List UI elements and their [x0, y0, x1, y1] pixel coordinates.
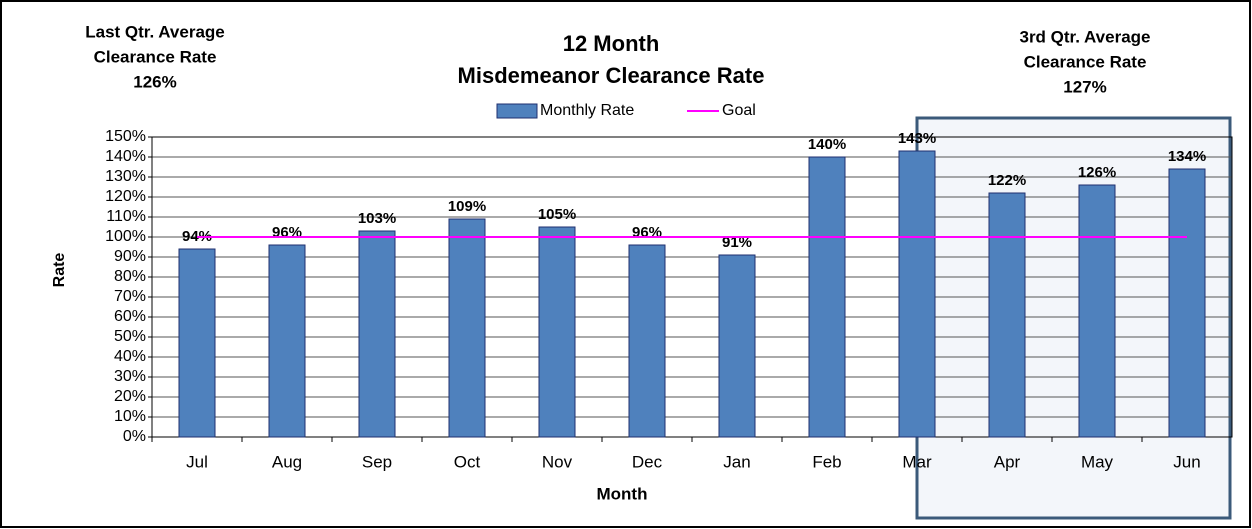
x-axis-label: Month — [597, 484, 648, 503]
data-label: 96% — [632, 224, 662, 241]
data-label: 122% — [988, 172, 1026, 189]
bar — [178, 248, 216, 438]
x-tick-label: Dec — [632, 452, 663, 471]
y-tick-label: 0% — [123, 428, 146, 445]
x-tick-label: Aug — [272, 452, 302, 471]
y-tick-label: 150% — [105, 128, 146, 145]
legend-swatch — [496, 103, 538, 119]
annotation: Clearance Rate — [94, 47, 217, 66]
y-tick-label: 120% — [105, 188, 146, 205]
bar — [538, 226, 576, 438]
y-tick-label: 80% — [114, 268, 146, 285]
x-tick-label: Oct — [454, 452, 481, 471]
data-label: 105% — [538, 206, 576, 223]
y-tick-label: 90% — [114, 248, 146, 265]
y-tick-label: 140% — [105, 148, 146, 165]
data-label: 140% — [808, 136, 846, 153]
y-tick-label: 70% — [114, 288, 146, 305]
bar — [718, 254, 756, 438]
bar — [988, 192, 1026, 438]
x-tick-label: Nov — [542, 452, 573, 471]
bar — [1168, 168, 1206, 438]
data-label: 91% — [722, 234, 752, 251]
annotation: 127% — [1063, 77, 1106, 96]
chart-title: 12 Month — [563, 31, 660, 56]
y-tick-label: 50% — [114, 328, 146, 345]
bar — [358, 230, 396, 438]
chart-subtitle: Misdemeanor Clearance Rate — [458, 63, 765, 88]
data-label: 109% — [448, 198, 486, 215]
y-tick-label: 60% — [114, 308, 146, 325]
y-axis-label: Rate — [51, 253, 68, 288]
y-tick-label: 130% — [105, 168, 146, 185]
y-tick-label: 20% — [114, 388, 146, 405]
data-label: 134% — [1168, 148, 1206, 165]
x-tick-label: Mar — [902, 452, 932, 471]
legend-label: Monthly Rate — [540, 102, 634, 119]
y-tick-label: 30% — [114, 368, 146, 385]
x-tick-label: Jan — [723, 452, 750, 471]
x-tick-label: Jun — [1173, 452, 1200, 471]
bar — [628, 244, 666, 438]
annotation: Clearance Rate — [1024, 52, 1147, 71]
bar — [448, 218, 486, 438]
y-tick-label: 40% — [114, 348, 146, 365]
annotation: 126% — [133, 72, 176, 91]
annotation: 3rd Qtr. Average — [1019, 27, 1150, 46]
data-label: 103% — [358, 210, 396, 227]
x-tick-label: Jul — [186, 452, 208, 471]
x-tick-label: Feb — [812, 452, 841, 471]
bar — [268, 244, 306, 438]
bar — [1078, 184, 1116, 438]
annotation: Last Qtr. Average — [85, 22, 225, 41]
data-label: 126% — [1078, 164, 1116, 181]
data-label: 143% — [898, 130, 936, 147]
y-tick-label: 10% — [114, 408, 146, 425]
data-label: 96% — [272, 224, 302, 241]
x-tick-label: Sep — [362, 452, 392, 471]
bar — [898, 150, 936, 438]
y-tick-label: 100% — [105, 228, 146, 245]
x-tick-label: Apr — [994, 452, 1021, 471]
y-tick-label: 110% — [106, 208, 146, 225]
bar — [808, 156, 846, 438]
x-tick-label: May — [1081, 452, 1114, 471]
legend-label: Goal — [722, 102, 756, 119]
